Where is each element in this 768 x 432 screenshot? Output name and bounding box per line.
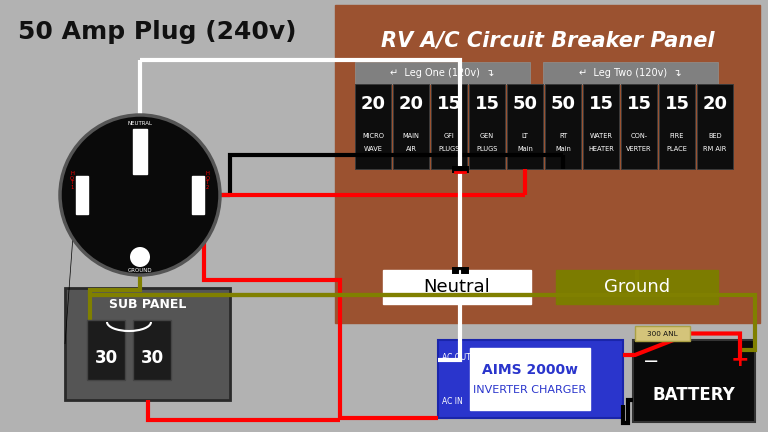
Text: 300 ANL: 300 ANL [647, 330, 678, 337]
Text: PLUGS: PLUGS [439, 146, 460, 152]
Text: AC OUT: AC OUT [442, 353, 471, 362]
Text: BATTERY: BATTERY [653, 386, 736, 404]
FancyBboxPatch shape [507, 84, 543, 169]
Text: 15: 15 [588, 95, 614, 113]
Text: HEATER: HEATER [588, 146, 614, 152]
Text: INVERTER CHARGER: INVERTER CHARGER [473, 385, 587, 395]
Text: RT: RT [559, 133, 567, 139]
Text: WATER: WATER [590, 133, 613, 139]
Text: GEN: GEN [480, 133, 494, 139]
Text: Ground: Ground [604, 278, 670, 296]
Text: +: + [730, 350, 750, 370]
FancyBboxPatch shape [635, 326, 690, 341]
Text: Neutral: Neutral [424, 278, 491, 296]
FancyBboxPatch shape [633, 340, 755, 422]
Text: 15: 15 [664, 95, 690, 113]
Text: VERTER: VERTER [626, 146, 652, 152]
Text: 20: 20 [360, 95, 386, 113]
Text: BED: BED [708, 133, 722, 139]
FancyBboxPatch shape [192, 176, 204, 214]
Text: CON-: CON- [631, 133, 647, 139]
Text: 50: 50 [512, 95, 538, 113]
FancyBboxPatch shape [583, 84, 619, 169]
Text: 50 Amp Plug (240v): 50 Amp Plug (240v) [18, 20, 296, 44]
Text: NEUTRAL: NEUTRAL [127, 121, 153, 126]
Text: 20: 20 [399, 95, 423, 113]
Text: H
O
T
2: H O T 2 [206, 171, 210, 190]
FancyBboxPatch shape [355, 84, 391, 169]
FancyBboxPatch shape [133, 129, 147, 174]
Circle shape [60, 115, 220, 275]
Text: RV A/C Circuit Breaker Panel: RV A/C Circuit Breaker Panel [381, 30, 714, 50]
FancyBboxPatch shape [545, 84, 581, 169]
FancyBboxPatch shape [76, 176, 88, 214]
FancyBboxPatch shape [556, 270, 718, 304]
Text: 30: 30 [94, 349, 118, 367]
Text: PLACE: PLACE [667, 146, 687, 152]
FancyBboxPatch shape [438, 340, 623, 418]
FancyBboxPatch shape [431, 84, 467, 169]
Text: 20: 20 [703, 95, 727, 113]
Text: WAVE: WAVE [363, 146, 382, 152]
Text: LT: LT [521, 133, 528, 139]
FancyBboxPatch shape [335, 5, 760, 323]
Text: −: − [643, 353, 659, 372]
FancyBboxPatch shape [87, 320, 125, 380]
FancyBboxPatch shape [659, 84, 695, 169]
Text: Main: Main [517, 146, 533, 152]
FancyBboxPatch shape [393, 84, 429, 169]
Text: MICRO: MICRO [362, 133, 384, 139]
Text: 15: 15 [436, 95, 462, 113]
Text: 30: 30 [141, 349, 164, 367]
FancyBboxPatch shape [65, 288, 230, 400]
Text: AIMS 2000w: AIMS 2000w [482, 363, 578, 377]
FancyBboxPatch shape [621, 84, 657, 169]
FancyBboxPatch shape [355, 62, 530, 84]
Text: GFI: GFI [444, 133, 455, 139]
Circle shape [130, 247, 150, 267]
Text: Main: Main [555, 146, 571, 152]
Text: PLUGS: PLUGS [476, 146, 498, 152]
FancyBboxPatch shape [469, 84, 505, 169]
Text: SUB PANEL: SUB PANEL [109, 298, 186, 311]
Text: MAIN: MAIN [402, 133, 419, 139]
FancyBboxPatch shape [470, 348, 590, 410]
Text: FIRE: FIRE [670, 133, 684, 139]
Text: AC IN: AC IN [442, 397, 463, 407]
FancyBboxPatch shape [383, 270, 531, 304]
Text: 15: 15 [475, 95, 499, 113]
Text: 50: 50 [551, 95, 575, 113]
FancyBboxPatch shape [697, 84, 733, 169]
FancyBboxPatch shape [543, 62, 718, 84]
Text: 15: 15 [627, 95, 651, 113]
Text: GROUND: GROUND [127, 268, 152, 273]
Text: H
O
T
1: H O T 1 [70, 171, 74, 190]
Text: ↵  Leg One (120v)  ↴: ↵ Leg One (120v) ↴ [390, 68, 495, 78]
Text: RM AIR: RM AIR [703, 146, 727, 152]
Text: AIR: AIR [406, 146, 416, 152]
FancyBboxPatch shape [133, 320, 171, 380]
Text: ↵  Leg Two (120v)  ↴: ↵ Leg Two (120v) ↴ [579, 68, 682, 78]
